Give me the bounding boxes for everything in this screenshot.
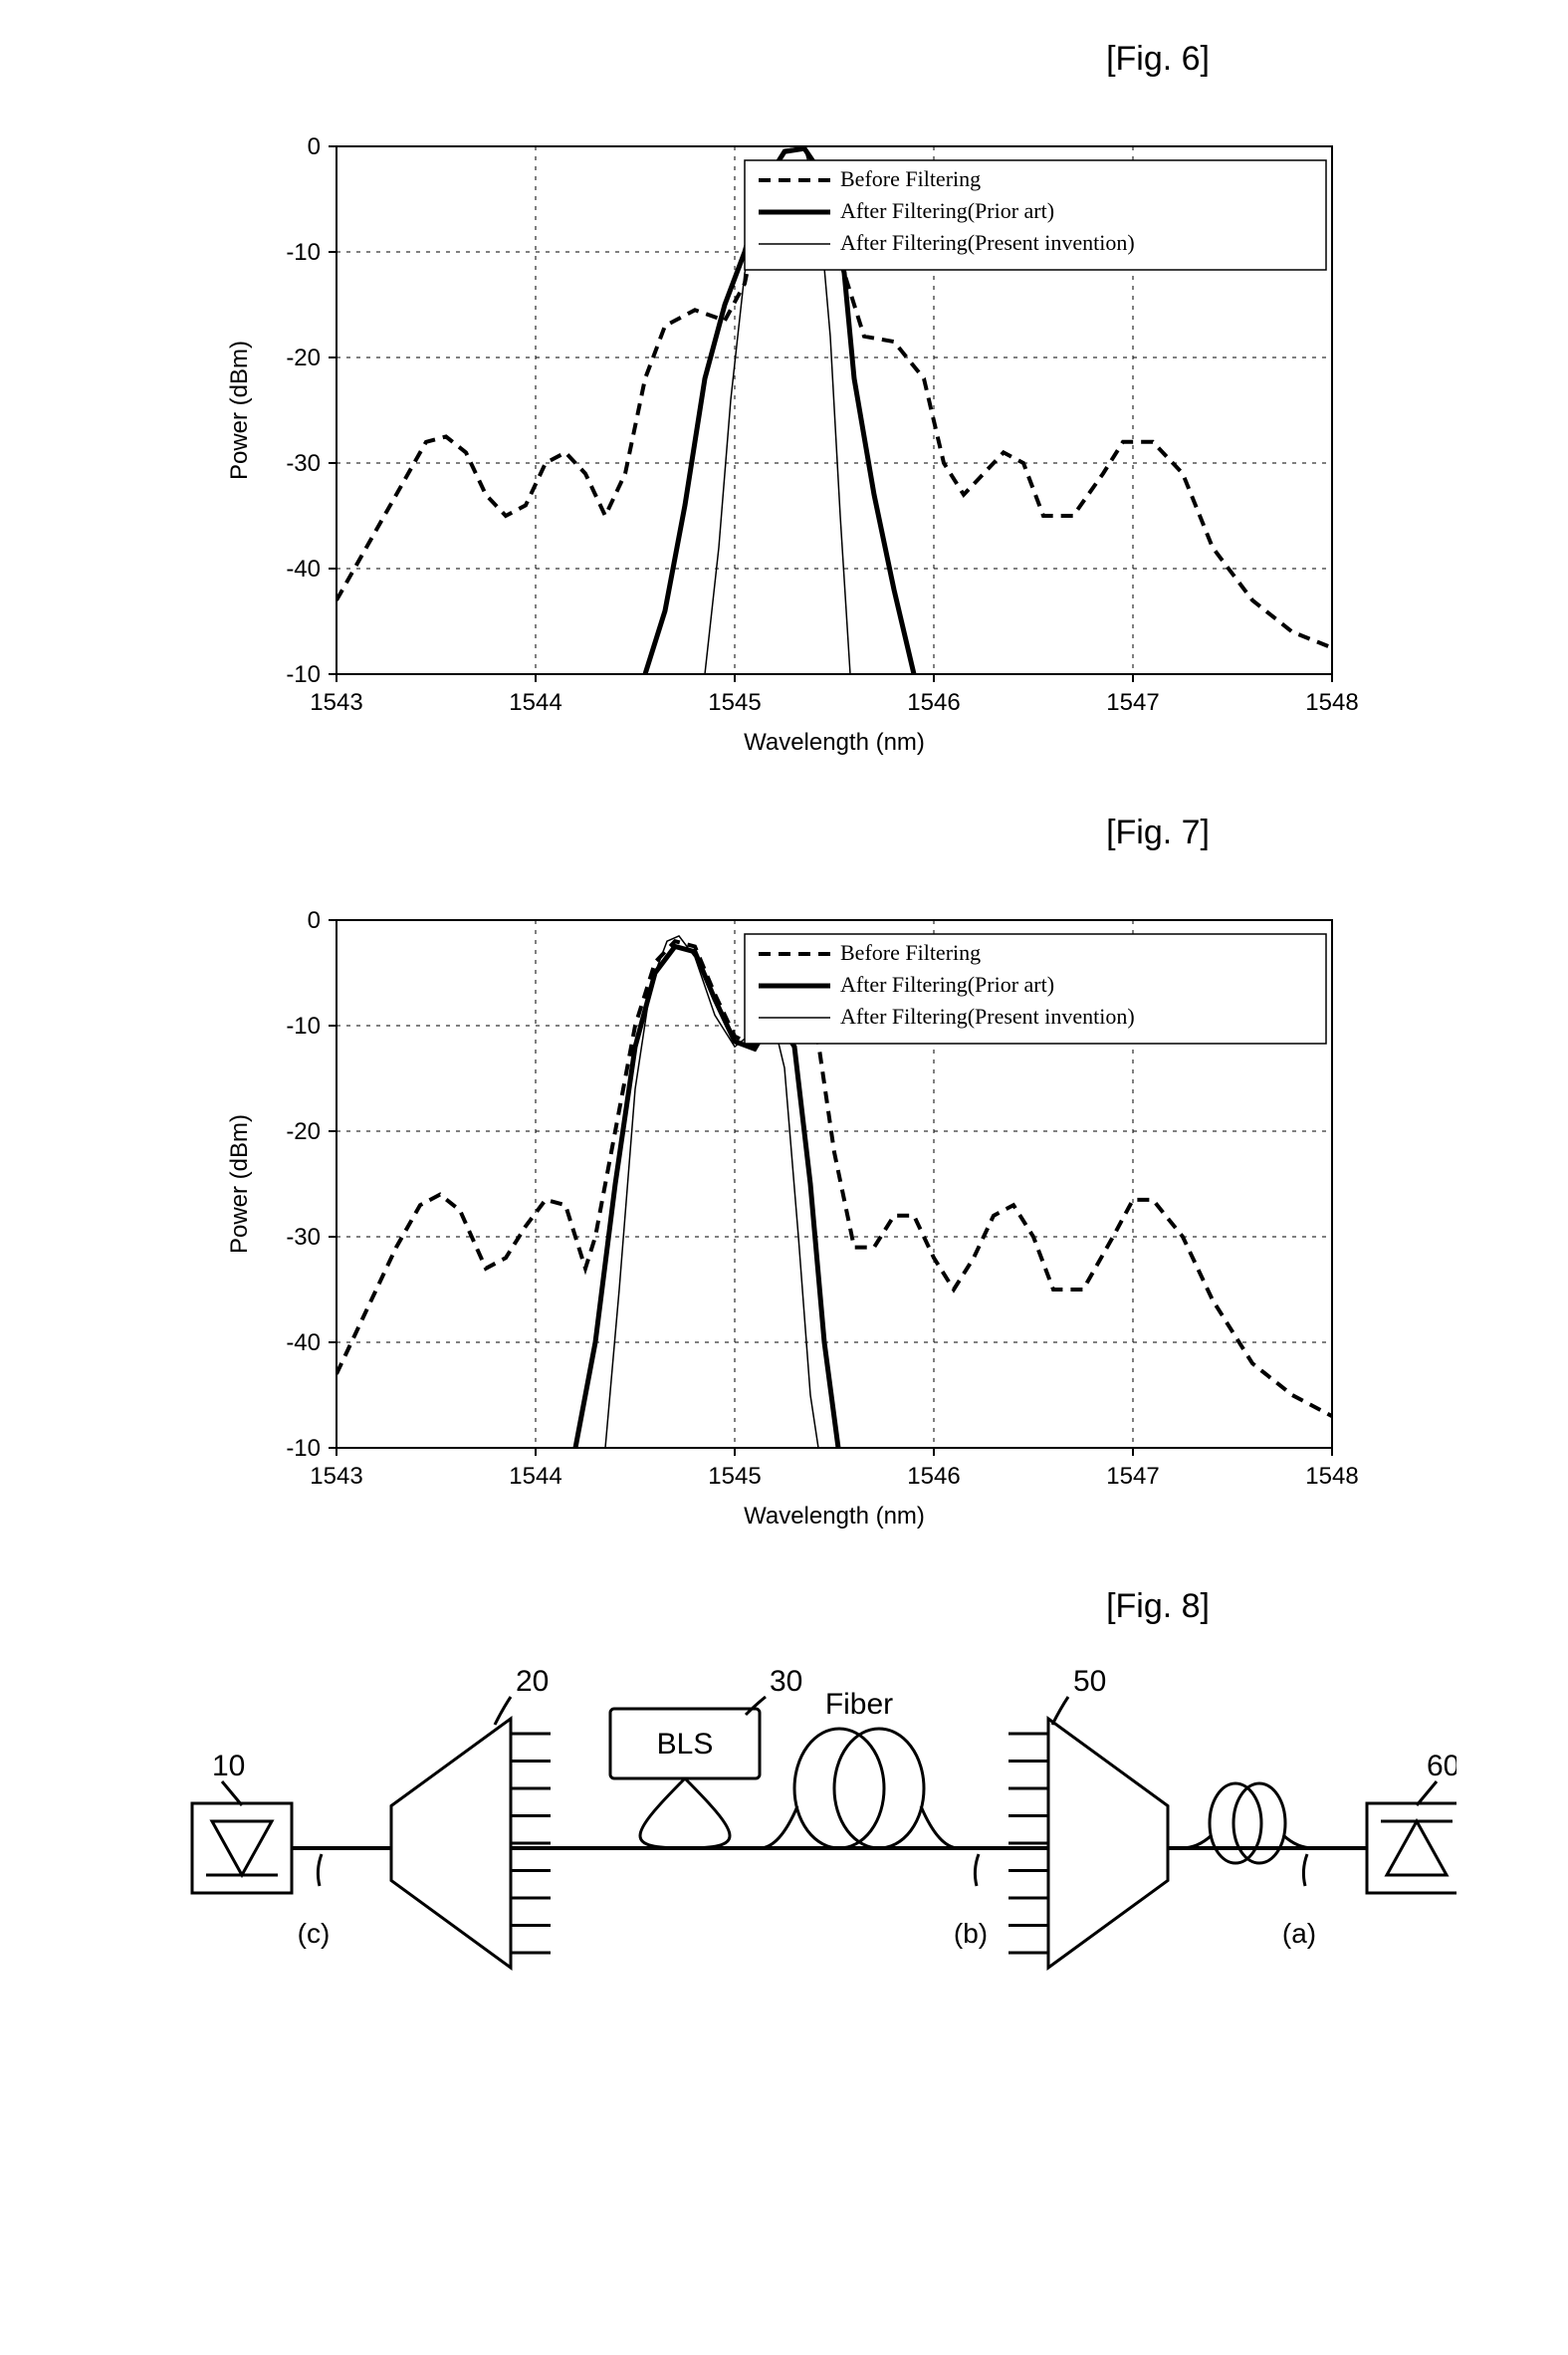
svg-text:1544: 1544 xyxy=(509,689,561,716)
svg-text:1547: 1547 xyxy=(1106,1463,1159,1490)
svg-text:Power (dBm): Power (dBm) xyxy=(226,1114,253,1254)
svg-text:50: 50 xyxy=(1073,1665,1106,1698)
svg-text:-10: -10 xyxy=(286,1435,321,1462)
svg-text:0: 0 xyxy=(307,907,320,934)
figure-8-label: [Fig. 8] xyxy=(100,1587,1468,1626)
svg-text:10: 10 xyxy=(212,1750,245,1782)
svg-text:(b): (b) xyxy=(953,1918,987,1949)
figure-7: [Fig. 7] 1543 1544 1545 1546 1547 1548 0 -10 -20… xyxy=(100,814,1468,1557)
svg-text:-20: -20 xyxy=(286,1118,321,1145)
svg-text:20: 20 xyxy=(516,1665,549,1698)
svg-text:1546: 1546 xyxy=(907,1463,960,1490)
figure-6-svg: 1543 1544 1545 1546 1547 1548 0 -10 -20 -30 -40 -10… xyxy=(187,87,1382,784)
svg-text:-30: -30 xyxy=(286,1224,321,1251)
svg-text:-10: -10 xyxy=(286,239,321,266)
figure-6: [Fig. 6] 1543 1544 1545 1546 1547 1548 0 -10 -20… xyxy=(100,40,1468,784)
svg-text:After Filtering(Prior art): After Filtering(Prior art) xyxy=(840,198,1054,223)
figure-7-chart: 1543 1544 1545 1546 1547 1548 0 -10 -20 -30 -40 -10… xyxy=(187,860,1382,1557)
figure-6-chart: 1543 1544 1545 1546 1547 1548 0 -10 -20 -30 -40 -10… xyxy=(187,87,1382,784)
svg-text:-20: -20 xyxy=(286,345,321,371)
figure-8-svg: 10 20 BLS 30 Fiber 50 60 (c) (b) (a) xyxy=(112,1634,1456,1973)
svg-text:Before Filtering: Before Filtering xyxy=(840,166,981,191)
svg-text:0: 0 xyxy=(307,133,320,160)
svg-text:1543: 1543 xyxy=(310,1463,362,1490)
svg-text:(a): (a) xyxy=(1281,1918,1315,1949)
figure-8-diagram: 10 20 BLS 30 Fiber 50 60 (c) (b) (a) xyxy=(112,1634,1456,1973)
svg-text:-30: -30 xyxy=(286,450,321,477)
svg-text:1545: 1545 xyxy=(708,689,761,716)
svg-text:1546: 1546 xyxy=(907,689,960,716)
figure-7-label: [Fig. 7] xyxy=(100,814,1468,852)
svg-text:(c): (c) xyxy=(297,1918,330,1949)
svg-text:1544: 1544 xyxy=(509,1463,561,1490)
svg-text:60: 60 xyxy=(1427,1750,1456,1782)
svg-text:After Filtering(Prior art): After Filtering(Prior art) xyxy=(840,972,1054,997)
svg-text:BLS: BLS xyxy=(656,1728,713,1761)
svg-text:1543: 1543 xyxy=(310,689,362,716)
svg-text:-40: -40 xyxy=(286,1329,321,1356)
svg-text:1545: 1545 xyxy=(708,1463,761,1490)
svg-text:Wavelength (nm): Wavelength (nm) xyxy=(744,1503,925,1530)
svg-text:After Filtering(Present invent: After Filtering(Present invention) xyxy=(840,1004,1135,1029)
svg-text:1547: 1547 xyxy=(1106,689,1159,716)
svg-text:30: 30 xyxy=(770,1665,802,1698)
svg-text:Power (dBm): Power (dBm) xyxy=(226,341,253,480)
svg-text:-10: -10 xyxy=(286,661,321,688)
figure-6-label: [Fig. 6] xyxy=(100,40,1468,79)
svg-text:Before Filtering: Before Filtering xyxy=(840,940,981,965)
svg-text:-10: -10 xyxy=(286,1013,321,1040)
svg-text:After Filtering(Present invent: After Filtering(Present invention) xyxy=(840,230,1135,255)
svg-text:Fiber: Fiber xyxy=(824,1688,892,1721)
figure-8: [Fig. 8] 10 20 BLS 30 Fiber 50 60 (c) (b) (a) xyxy=(100,1587,1468,1973)
svg-text:1548: 1548 xyxy=(1305,1463,1358,1490)
svg-text:1548: 1548 xyxy=(1305,689,1358,716)
svg-text:-40: -40 xyxy=(286,556,321,583)
figure-7-svg: 1543 1544 1545 1546 1547 1548 0 -10 -20 -30 -40 -10… xyxy=(187,860,1382,1557)
svg-text:Wavelength (nm): Wavelength (nm) xyxy=(744,729,925,756)
